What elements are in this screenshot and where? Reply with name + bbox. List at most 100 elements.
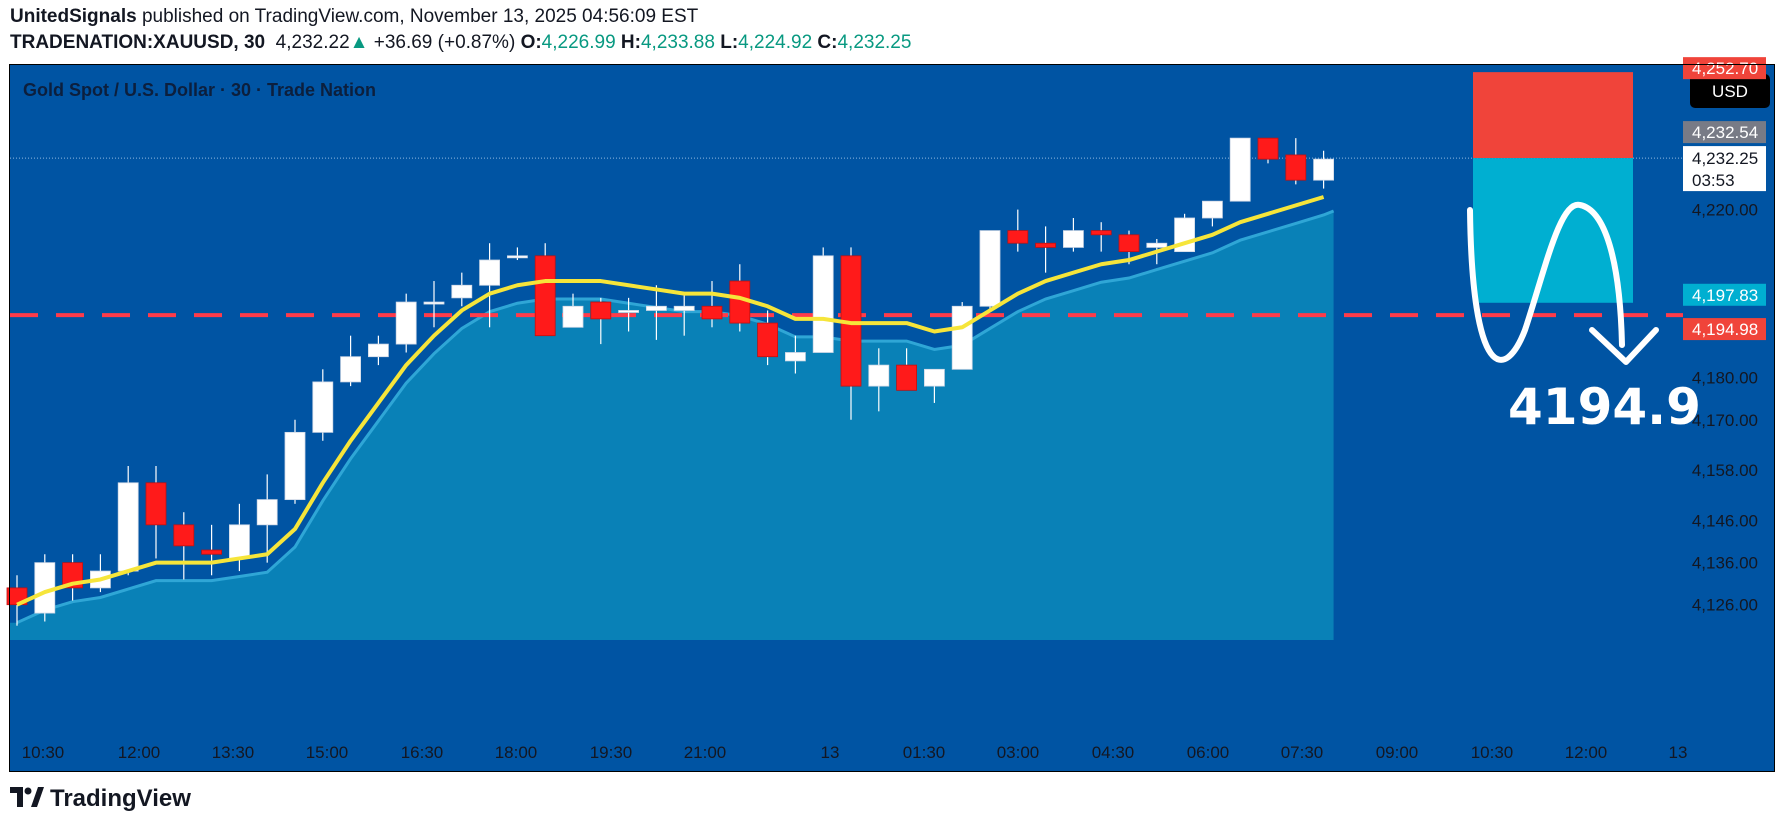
x-tick-label: 10:30 — [22, 743, 65, 762]
price-label-level: 4,194.98 — [1692, 320, 1758, 339]
candle — [451, 272, 473, 307]
usd-button-label[interactable]: USD — [1712, 82, 1748, 101]
low-label: L: — [720, 32, 739, 53]
candle — [367, 335, 389, 366]
candle-body — [201, 549, 223, 555]
candle-body — [1285, 154, 1307, 181]
candle — [1313, 150, 1334, 189]
candle-body — [423, 301, 445, 305]
target-annotation: 4194.9 — [1508, 378, 1701, 436]
price-label-bg — [1683, 318, 1766, 341]
candle — [395, 293, 417, 353]
candle-body — [1229, 137, 1251, 202]
up-arrow-icon: ▲ — [349, 32, 369, 53]
brand-name: TradingView — [50, 785, 191, 812]
candle — [1285, 138, 1307, 185]
candle — [701, 281, 723, 328]
tradingview-logo[interactable]: TradingView — [10, 785, 191, 814]
price-label-bg — [1683, 169, 1766, 192]
stop-loss-zone[interactable] — [1473, 72, 1633, 159]
usd-button[interactable] — [1690, 74, 1770, 108]
close-label: C: — [817, 32, 838, 53]
candle-body — [256, 499, 278, 526]
candle — [673, 293, 695, 336]
candle — [145, 465, 167, 559]
candle — [1035, 226, 1056, 273]
x-tick-label: 06:00 — [1187, 743, 1230, 762]
candle-body — [646, 305, 667, 311]
candle-body — [812, 255, 834, 353]
candle-body — [701, 305, 723, 320]
candle-body — [1313, 158, 1334, 181]
candle — [618, 297, 639, 332]
author-name[interactable]: UnitedSignals — [10, 6, 137, 27]
candle — [590, 297, 612, 345]
candle — [646, 285, 667, 340]
moving-average-line — [16, 195, 1325, 607]
candle — [256, 474, 278, 563]
candle-body — [868, 364, 890, 387]
x-tick-label: 12:00 — [118, 743, 161, 762]
candle-body — [1063, 230, 1084, 248]
price-label-stop: 4,252.70 — [1692, 59, 1758, 78]
x-tick-label: 15:00 — [306, 743, 349, 762]
price-label-target: 4,197.83 — [1692, 286, 1758, 305]
x-tick-label: 13 — [821, 743, 840, 762]
price-label-gray: 4,232.54 — [1692, 123, 1758, 142]
candle-body — [340, 356, 362, 383]
forecast-arrow-head — [1589, 327, 1659, 365]
high-value: 4,233.88 — [640, 32, 715, 53]
candle — [173, 512, 195, 580]
candle-body — [924, 368, 945, 387]
candle-body — [618, 310, 639, 313]
candle-body — [506, 255, 528, 259]
y-tick-label: 4,136.00 — [1692, 554, 1758, 573]
high-label: H: — [620, 32, 641, 53]
candle — [1007, 209, 1029, 252]
y-tick-label: 4,180.00 — [1692, 369, 1758, 388]
x-tick-label: 21:00 — [684, 743, 727, 762]
x-tick-label: 13 — [1669, 743, 1688, 762]
candle-body — [479, 259, 501, 286]
x-tick-label: 13:30 — [212, 743, 255, 762]
x-tick-label: 03:00 — [997, 743, 1040, 762]
candle — [562, 293, 584, 328]
price-label-bg — [1683, 283, 1766, 306]
x-tick-label: 12:00 — [1565, 743, 1608, 762]
candle — [979, 230, 1001, 311]
candle-body — [896, 364, 917, 391]
price-label-countdown: 03:53 — [1692, 171, 1735, 190]
candle-body — [1007, 230, 1029, 244]
candle-body — [979, 230, 1001, 307]
x-tick-label: 10:30 — [1471, 743, 1514, 762]
price-change: +36.69 (+0.87%) — [373, 32, 516, 53]
chart-title: Gold Spot / U.S. Dollar · 30 · Trade Nat… — [23, 80, 376, 100]
x-tick-label: 04:30 — [1092, 743, 1135, 762]
symbol-label: TRADENATION:XAUUSD, 30 — [10, 32, 266, 53]
candle — [812, 247, 834, 353]
x-tick-label: 18:00 — [495, 743, 538, 762]
candle — [1257, 137, 1279, 164]
ohlc-bar: TRADENATION:XAUUSD, 30 4,232.22▲ +36.69 … — [10, 32, 911, 54]
tradingview-logo-icon — [10, 786, 44, 814]
price-label-current: 4,232.25 — [1692, 149, 1758, 168]
candles-layer — [6, 137, 1334, 626]
y-tick-label: 4,146.00 — [1692, 512, 1758, 531]
y-axis[interactable]: 4,126.00 4,136.00 4,146.00 4,158.00 4,170.00… — [1692, 201, 1758, 615]
candle-body — [312, 381, 334, 433]
candle-body — [1202, 200, 1223, 219]
candle-body — [1118, 234, 1140, 253]
candle — [284, 419, 306, 504]
candle-body — [757, 322, 778, 358]
candle — [201, 524, 223, 576]
candle — [506, 247, 528, 261]
x-axis[interactable]: 10:30 12:00 13:30 15:00 16:30 18:00 19:30 21:00… — [22, 743, 1688, 762]
candle — [1063, 217, 1084, 252]
candle-body — [590, 301, 612, 320]
candle — [785, 335, 806, 374]
price-labels: 4,252.70 4,232.54 4,232.25 03:53 4,197.83 4,1… — [1683, 57, 1766, 341]
candle — [34, 554, 56, 622]
forecast-arrow — [1467, 201, 1625, 363]
x-tick-label: 16:30 — [401, 743, 444, 762]
